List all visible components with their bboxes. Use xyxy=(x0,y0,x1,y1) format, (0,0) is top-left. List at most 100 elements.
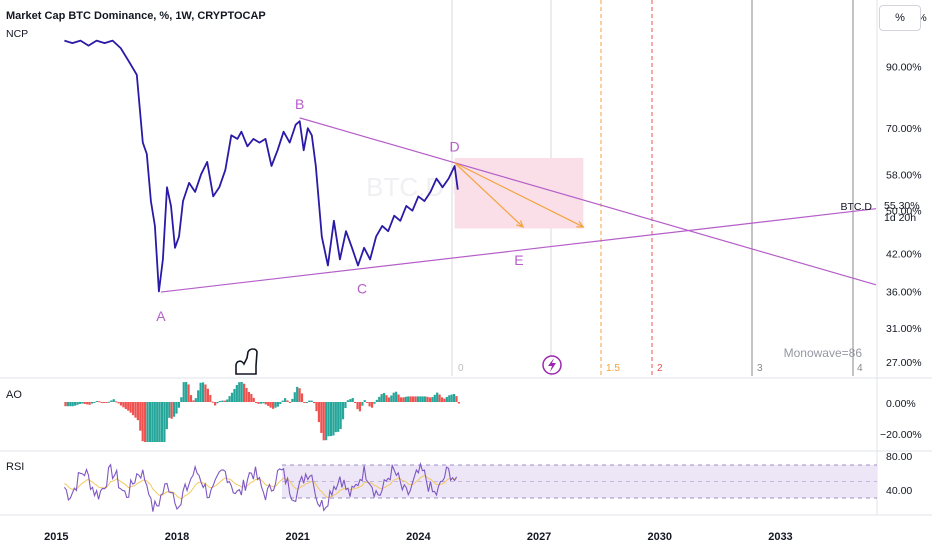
ao-bar xyxy=(341,402,345,420)
percent-scale-button[interactable]: % xyxy=(879,5,921,31)
ao-bar xyxy=(175,402,178,414)
ao-bar xyxy=(180,397,183,402)
ao-bar xyxy=(216,402,219,404)
ao-bar xyxy=(411,396,415,402)
x-tick-label: 2030 xyxy=(648,531,672,543)
ao-bar xyxy=(375,399,378,402)
ao-bar xyxy=(110,400,113,402)
ao-bar xyxy=(363,400,366,402)
x-tick-label: 2027 xyxy=(527,531,551,543)
countdown-label: 1d 20h xyxy=(884,212,916,224)
ao-bar xyxy=(69,402,72,407)
ao-bar xyxy=(320,402,323,433)
lower-trendline[interactable] xyxy=(160,208,877,293)
ao-bar xyxy=(395,391,398,402)
ao-bar xyxy=(448,395,451,402)
y-tick-label: 58.00% xyxy=(886,169,922,181)
ao-bar xyxy=(281,400,284,402)
ao-bar xyxy=(100,402,103,403)
rsi-pane-label: RSI xyxy=(6,461,25,473)
ao-bar xyxy=(124,402,127,409)
time-axis[interactable]: 2015 2018 2021 2024 2027 2030 2033 xyxy=(44,531,793,543)
ao-bar xyxy=(95,401,98,403)
ao-bar xyxy=(407,396,410,402)
fib-label-3: 3 xyxy=(757,363,763,374)
projection-arrow xyxy=(454,162,584,228)
ao-bar xyxy=(158,402,161,442)
ao-bar xyxy=(105,402,108,403)
ao-bar xyxy=(264,402,267,405)
ao-bar xyxy=(165,402,168,430)
ao-bar xyxy=(440,397,444,402)
ao-bar xyxy=(404,396,407,402)
fib-label-0: 0 xyxy=(458,363,464,374)
ao-bar xyxy=(274,402,277,408)
ao-bar xyxy=(445,396,448,402)
price-scale[interactable]: 110.00%90.00%70.00%58.00%50.00%42.00%36.… xyxy=(886,12,927,369)
upper-trendline[interactable] xyxy=(299,117,877,286)
price-line xyxy=(64,39,459,293)
ao-bar xyxy=(201,382,205,402)
ao-bar xyxy=(66,402,69,407)
ao-bar xyxy=(344,402,347,409)
x-tick-label: 2033 xyxy=(768,531,792,543)
ao-bar xyxy=(151,402,154,442)
ao-bar xyxy=(257,402,260,404)
ao-pane-label: AO xyxy=(6,389,22,401)
chart-subtitle: NCP xyxy=(6,28,29,40)
ao-bar xyxy=(209,395,212,402)
wave-label-b: B xyxy=(295,96,304,112)
ao-bar xyxy=(189,395,193,402)
x-tick-label: 2024 xyxy=(406,531,431,543)
ao-bar xyxy=(296,386,299,402)
x-tick-label: 2018 xyxy=(165,531,189,543)
ao-bar xyxy=(293,392,296,402)
ao-bar xyxy=(385,395,388,402)
ao-bar xyxy=(129,402,132,413)
ao-bar xyxy=(267,402,270,406)
ao-bar xyxy=(197,390,200,402)
ao-bar xyxy=(279,402,282,404)
ao-bar xyxy=(214,402,217,406)
ao-bar xyxy=(402,397,405,402)
ao-bar xyxy=(245,388,248,402)
ao-bar xyxy=(163,402,166,442)
ao-bar xyxy=(115,401,118,403)
ao-bar xyxy=(327,402,330,437)
y-tick-label: 31.00% xyxy=(886,323,922,335)
ao-bar xyxy=(194,398,197,402)
ao-histogram xyxy=(64,382,461,442)
lightning-icon[interactable] xyxy=(542,355,562,375)
ao-bar xyxy=(416,396,419,402)
ao-bar xyxy=(160,402,164,442)
ao-bar xyxy=(187,384,190,402)
ao-bar xyxy=(298,388,301,402)
ao-bar xyxy=(312,402,316,404)
ao-bar xyxy=(308,400,311,402)
y-tick-label: 27.00% xyxy=(886,357,922,369)
x-tick-label: 2015 xyxy=(44,531,68,543)
ao-bar xyxy=(366,402,369,403)
arrow-head xyxy=(516,220,524,228)
fib-label-1-5: 1.5 xyxy=(606,363,620,374)
ao-bar xyxy=(356,402,359,410)
ao-bar xyxy=(76,402,79,405)
ao-bar xyxy=(88,402,91,405)
ao-bar xyxy=(397,394,400,402)
ao-bar xyxy=(211,401,214,403)
ao-bar xyxy=(259,402,263,404)
ao-bar xyxy=(438,394,441,402)
ao-bar xyxy=(230,392,234,402)
projection-arrows xyxy=(454,162,585,228)
ao-bar xyxy=(457,402,461,404)
ao-bar xyxy=(300,393,304,402)
ao-bar xyxy=(240,382,243,402)
rsi-line xyxy=(63,461,458,512)
ao-bar xyxy=(354,402,357,403)
ao-bar xyxy=(204,384,207,402)
wave-label-a: A xyxy=(156,308,166,324)
ao-bar xyxy=(117,402,120,404)
ao-bar xyxy=(71,402,74,407)
ao-bar xyxy=(235,385,238,402)
